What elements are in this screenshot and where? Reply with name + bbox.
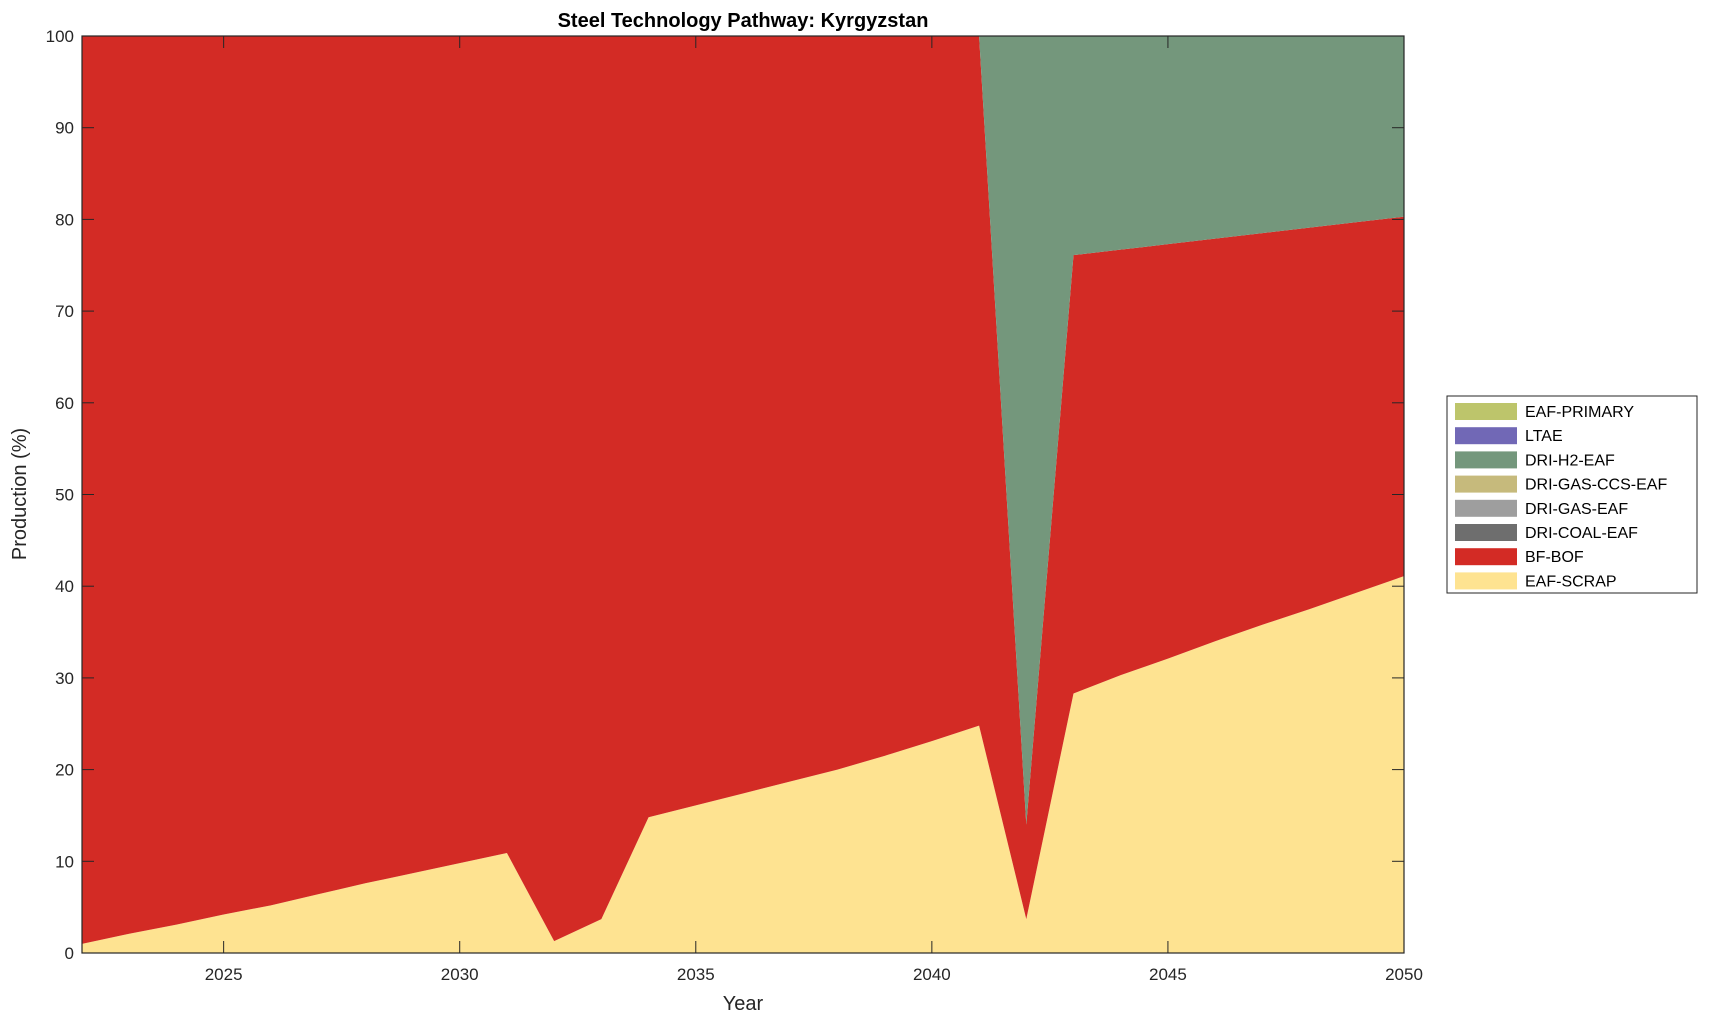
x-tick-label: 2050: [1385, 965, 1423, 984]
legend-swatch: [1455, 524, 1517, 541]
area-dri-h2-eaf: [82, 36, 1404, 825]
y-tick-label: 80: [55, 210, 74, 229]
legend-label: EAF-SCRAP: [1525, 573, 1617, 590]
y-axis-label: Production (%): [9, 428, 31, 560]
legend: EAF-PRIMARY LTAE DRI-H2-EAF DRI-GAS-CCS-EAF…: [1446, 395, 1698, 594]
y-tick-label: 20: [55, 761, 74, 780]
y-tick-label: 90: [55, 119, 74, 138]
x-tick-label: 2035: [677, 965, 715, 984]
legend-swatch: [1455, 499, 1517, 517]
legend-swatch: [1455, 451, 1517, 469]
x-tick-label: 2045: [1149, 965, 1187, 984]
axis-ticks: 2025 2030 2035 2040 2045 20500102030405060708…: [46, 27, 1423, 984]
legend-swatch: [1455, 427, 1517, 445]
x-tick-label: 2025: [205, 965, 243, 984]
y-tick-label: 40: [55, 577, 74, 596]
area-eaf-scrap: [82, 576, 1404, 953]
area-series-group: [82, 36, 1404, 953]
legend-swatch: [1455, 475, 1517, 493]
x-axis-label: Year: [723, 993, 764, 1015]
chart-title: Steel Technology Pathway: Kyrgyzstan: [558, 10, 929, 32]
legend-label: DRI-H2-EAF: [1525, 452, 1615, 469]
y-tick-label: 100: [46, 27, 74, 46]
y-tick-label: 70: [55, 302, 74, 321]
y-tick-label: 50: [55, 486, 74, 505]
legend-label: BF-BOF: [1525, 549, 1584, 566]
x-tick-label: 2040: [913, 965, 951, 984]
legend-label: DRI-COAL-EAF: [1525, 525, 1638, 542]
legend-label: DRI-GAS-EAF: [1525, 501, 1628, 518]
legend-label: LTAE: [1525, 428, 1563, 445]
y-tick-label: 60: [55, 394, 74, 413]
x-tick-label: 2030: [441, 965, 479, 984]
area-bf-bof: [82, 36, 1404, 944]
y-tick-label: 10: [55, 852, 74, 871]
y-tick-label: 0: [65, 944, 74, 963]
legend-swatch: [1455, 403, 1517, 420]
legend-swatch: [1455, 572, 1517, 590]
legend-label: EAF-PRIMARY: [1525, 404, 1634, 421]
y-tick-label: 30: [55, 669, 74, 688]
legend-label: DRI-GAS-CCS-EAF: [1525, 477, 1667, 494]
legend-swatch: [1455, 548, 1517, 566]
